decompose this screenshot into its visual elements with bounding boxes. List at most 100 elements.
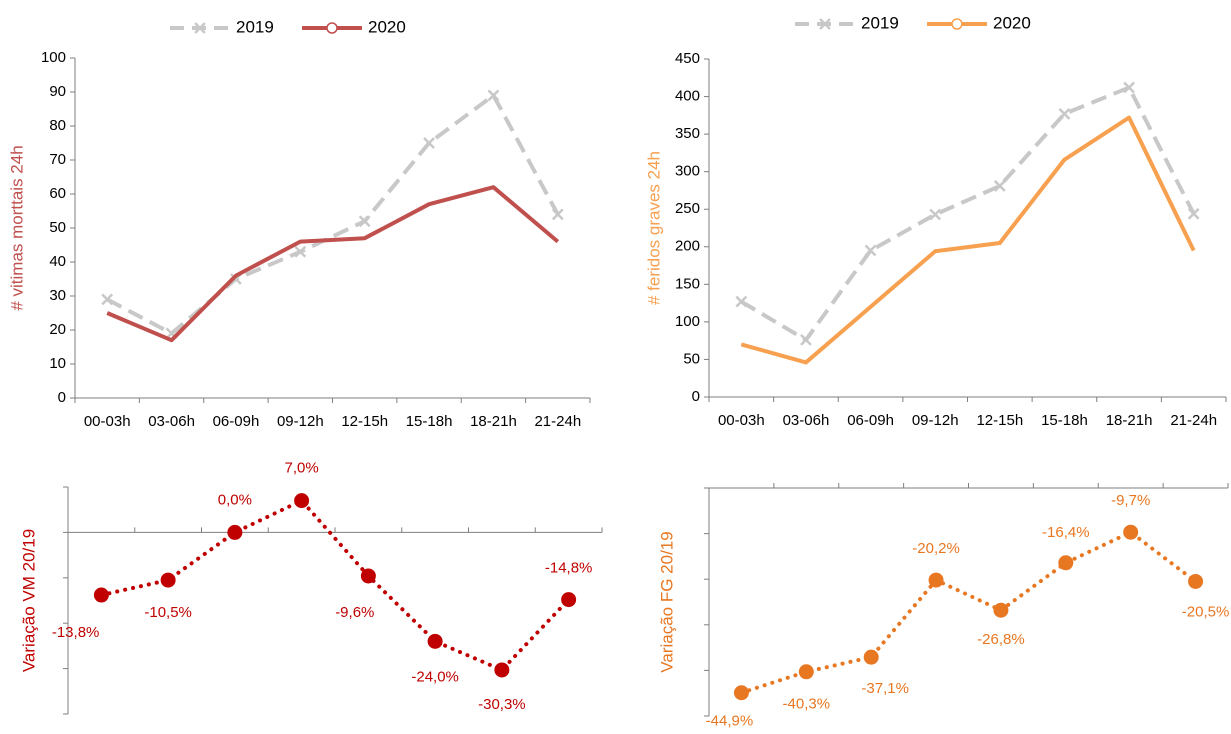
- point-marker: [294, 493, 310, 509]
- y-tick-label: 150: [675, 275, 700, 292]
- y-tick-label: 200: [675, 238, 700, 255]
- data-label: -16,4%: [1042, 524, 1090, 541]
- point-marker: [928, 572, 944, 588]
- point-marker: [101, 293, 114, 306]
- point-marker: [1058, 107, 1071, 120]
- y-tick-label: 0: [692, 388, 700, 405]
- point-marker: [561, 592, 577, 608]
- point-marker: [93, 587, 109, 603]
- point-marker: [1187, 207, 1200, 220]
- x-tick-label: 06-09h: [213, 413, 260, 430]
- point-marker: [427, 633, 443, 649]
- point-marker: [798, 664, 814, 680]
- y-tick-label: 400: [675, 88, 700, 105]
- point-marker: [494, 662, 510, 678]
- data-label: 7,0%: [285, 460, 319, 477]
- series-line: [739, 529, 1198, 695]
- x-tick-label: 09-12h: [912, 412, 959, 429]
- data-label: -26,8%: [977, 631, 1025, 648]
- data-label: -9,6%: [335, 604, 374, 621]
- data-label: -20,2%: [912, 540, 960, 557]
- legend-marker: [951, 18, 963, 30]
- y-tick-label: 60: [49, 185, 66, 202]
- data-label: -20,5%: [1182, 603, 1230, 620]
- point-marker: [735, 295, 748, 308]
- point-marker: [487, 89, 500, 102]
- legend-marker: [326, 22, 338, 34]
- series-line: [106, 93, 560, 336]
- point-marker: [294, 245, 307, 258]
- x-tick-label: 09-12h: [277, 413, 324, 430]
- point-marker: [358, 215, 371, 228]
- y-tick-label: 450: [675, 50, 700, 67]
- y-tick-label: 30: [49, 287, 66, 304]
- y-tick-label: 70: [49, 151, 66, 168]
- point-marker: [929, 208, 942, 221]
- legend-label: 2019: [861, 13, 899, 32]
- x-tick-label: 18-21h: [470, 413, 517, 430]
- series-line: [99, 498, 571, 673]
- y-tick-label: 350: [675, 125, 700, 142]
- legend-label: 2019: [236, 17, 274, 36]
- x-tick-label: 21-24h: [1170, 412, 1217, 429]
- point-marker: [993, 180, 1006, 192]
- y-tick-label: 40: [49, 253, 66, 270]
- y-tick-label: 10: [49, 355, 66, 372]
- y-tick-label: 80: [49, 117, 66, 134]
- legend-marker: [819, 18, 831, 30]
- legend-label: 2020: [993, 13, 1031, 32]
- point-marker: [1058, 555, 1074, 571]
- point-marker: [864, 244, 877, 257]
- y-axis-title: # vitimas morttais 24h: [7, 145, 26, 310]
- point-marker: [800, 334, 812, 346]
- point-marker: [1188, 573, 1204, 589]
- y-tick-label: 20: [49, 321, 66, 338]
- y-tick-label: 50: [683, 350, 700, 367]
- data-label: -30,3%: [478, 696, 526, 713]
- data-label: 0,0%: [218, 491, 252, 508]
- y-axis-title: Variação FG 20/19: [657, 531, 676, 672]
- data-label: -37,1%: [861, 680, 909, 697]
- point-marker: [1123, 524, 1139, 540]
- y-tick-label: 0: [58, 389, 66, 406]
- y-tick-label: 90: [49, 83, 66, 100]
- data-label: -40,3%: [783, 696, 831, 713]
- point-marker: [733, 685, 749, 701]
- y-tick-label: 300: [675, 163, 700, 180]
- x-tick-label: 12-15h: [976, 412, 1023, 429]
- legend-marker: [194, 22, 206, 34]
- x-tick-label: 15-18h: [406, 413, 453, 430]
- point-marker: [160, 572, 176, 588]
- y-axis-title: Variação VM 20/19: [19, 529, 38, 672]
- data-label: -24,0%: [411, 668, 459, 685]
- y-axis-title: # feridos graves 24h: [644, 151, 663, 305]
- data-label: -10,5%: [144, 604, 192, 621]
- point-marker: [551, 208, 564, 221]
- data-label: -13,8%: [52, 624, 100, 641]
- x-tick-label: 12-15h: [341, 413, 388, 430]
- point-marker: [863, 649, 879, 665]
- x-tick-label: 00-03h: [718, 412, 765, 429]
- x-tick-label: 03-06h: [148, 413, 195, 430]
- point-marker: [227, 524, 243, 540]
- point-marker: [993, 602, 1009, 618]
- series-line: [106, 185, 560, 343]
- y-tick-label: 100: [675, 313, 700, 330]
- y-tick-label: 100: [41, 49, 66, 66]
- x-tick-label: 21-24h: [534, 413, 581, 430]
- x-tick-label: 06-09h: [847, 412, 894, 429]
- y-tick-label: 250: [675, 200, 700, 217]
- y-tick-label: 50: [49, 219, 66, 236]
- series-line: [740, 85, 1196, 342]
- x-tick-label: 15-18h: [1041, 412, 1088, 429]
- data-label: -44,9%: [706, 713, 754, 730]
- data-label: -9,7%: [1111, 492, 1150, 509]
- series-line: [740, 115, 1196, 365]
- x-tick-label: 03-06h: [783, 412, 830, 429]
- data-label: -14,8%: [545, 560, 593, 577]
- point-marker: [360, 568, 376, 584]
- legend-label: 2020: [368, 17, 406, 36]
- point-marker: [423, 137, 435, 149]
- x-tick-label: 18-21h: [1106, 412, 1153, 429]
